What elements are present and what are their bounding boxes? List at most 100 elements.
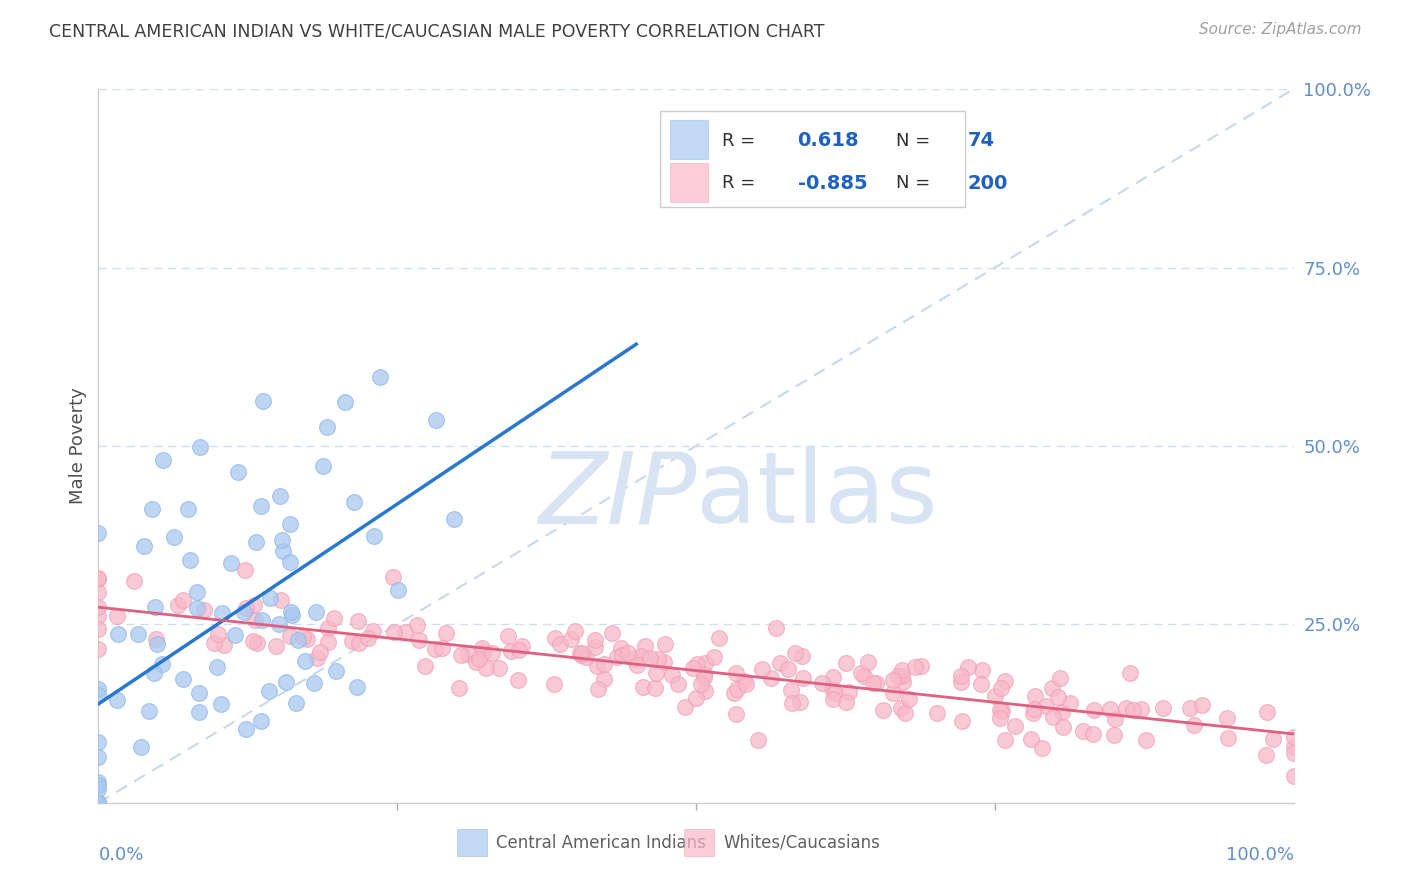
- Point: [209, 698, 232, 712]
- Point: [394, 624, 416, 639]
- Point: [252, 394, 274, 409]
- Point: [990, 681, 1012, 695]
- Point: [280, 555, 302, 569]
- Point: [305, 651, 328, 665]
- Point: [583, 640, 606, 654]
- Point: [543, 676, 565, 690]
- Point: [87, 779, 110, 793]
- Point: [821, 681, 844, 696]
- Point: [686, 657, 709, 671]
- Point: [988, 711, 1011, 725]
- Point: [87, 781, 110, 796]
- Point: [723, 686, 745, 700]
- Point: [87, 525, 110, 540]
- Point: [626, 657, 648, 672]
- Point: [250, 613, 273, 627]
- Point: [630, 649, 652, 664]
- Point: [693, 666, 716, 681]
- Point: [666, 677, 689, 691]
- Point: [725, 681, 748, 696]
- Point: [851, 666, 873, 681]
- Point: [824, 686, 846, 700]
- Point: [693, 684, 716, 698]
- Text: Central American Indians: Central American Indians: [496, 834, 706, 852]
- Text: ZIP: ZIP: [537, 448, 696, 544]
- Point: [1282, 730, 1305, 744]
- Point: [592, 657, 614, 671]
- Point: [150, 657, 173, 671]
- Point: [499, 644, 522, 658]
- Point: [575, 649, 598, 664]
- Point: [188, 440, 211, 454]
- Point: [1282, 739, 1305, 754]
- Point: [1042, 710, 1064, 724]
- Point: [747, 733, 769, 747]
- Point: [235, 600, 257, 615]
- Point: [891, 674, 914, 689]
- Point: [481, 646, 503, 660]
- Point: [205, 660, 228, 674]
- Text: Whites/Caucasians: Whites/Caucasians: [724, 834, 880, 852]
- Point: [631, 680, 654, 694]
- Point: [242, 634, 264, 648]
- Point: [308, 645, 330, 659]
- Point: [823, 692, 845, 706]
- Point: [583, 632, 606, 647]
- Point: [1254, 747, 1277, 762]
- Point: [1040, 681, 1063, 695]
- Point: [281, 608, 304, 623]
- Text: 100.0%: 100.0%: [1226, 846, 1294, 863]
- Point: [342, 634, 364, 648]
- Point: [257, 683, 280, 698]
- Text: N =: N =: [896, 175, 929, 193]
- Point: [544, 631, 567, 645]
- Point: [647, 652, 669, 666]
- Point: [280, 606, 302, 620]
- Point: [957, 660, 980, 674]
- Point: [219, 556, 242, 570]
- Point: [297, 632, 319, 647]
- FancyBboxPatch shape: [669, 120, 709, 159]
- Point: [278, 516, 301, 531]
- Point: [682, 660, 704, 674]
- Point: [425, 413, 447, 427]
- Point: [990, 704, 1012, 718]
- Point: [122, 574, 145, 588]
- Point: [224, 628, 246, 642]
- Point: [588, 682, 610, 697]
- Point: [623, 652, 645, 666]
- Point: [87, 682, 110, 697]
- Point: [751, 662, 773, 676]
- Point: [890, 669, 912, 683]
- Point: [188, 705, 211, 719]
- Point: [693, 670, 716, 684]
- Point: [87, 796, 110, 810]
- Point: [780, 682, 803, 697]
- Point: [1182, 718, 1205, 732]
- Point: [950, 669, 973, 683]
- Point: [193, 602, 215, 616]
- Point: [269, 489, 291, 503]
- Point: [202, 636, 225, 650]
- Point: [510, 639, 533, 653]
- Point: [408, 632, 430, 647]
- Point: [134, 539, 156, 553]
- Point: [725, 665, 748, 680]
- Point: [506, 673, 529, 687]
- Point: [415, 659, 437, 673]
- Point: [346, 615, 368, 629]
- Y-axis label: Male Poverty: Male Poverty: [69, 388, 87, 504]
- Point: [548, 637, 571, 651]
- Point: [87, 641, 110, 656]
- Point: [1178, 701, 1201, 715]
- Point: [811, 675, 834, 690]
- Text: 74: 74: [967, 131, 994, 150]
- Point: [87, 608, 110, 623]
- Point: [1282, 746, 1305, 760]
- Point: [322, 611, 344, 625]
- Point: [305, 605, 328, 619]
- Point: [823, 670, 845, 684]
- Point: [1022, 706, 1045, 720]
- Point: [834, 695, 856, 709]
- Point: [107, 627, 129, 641]
